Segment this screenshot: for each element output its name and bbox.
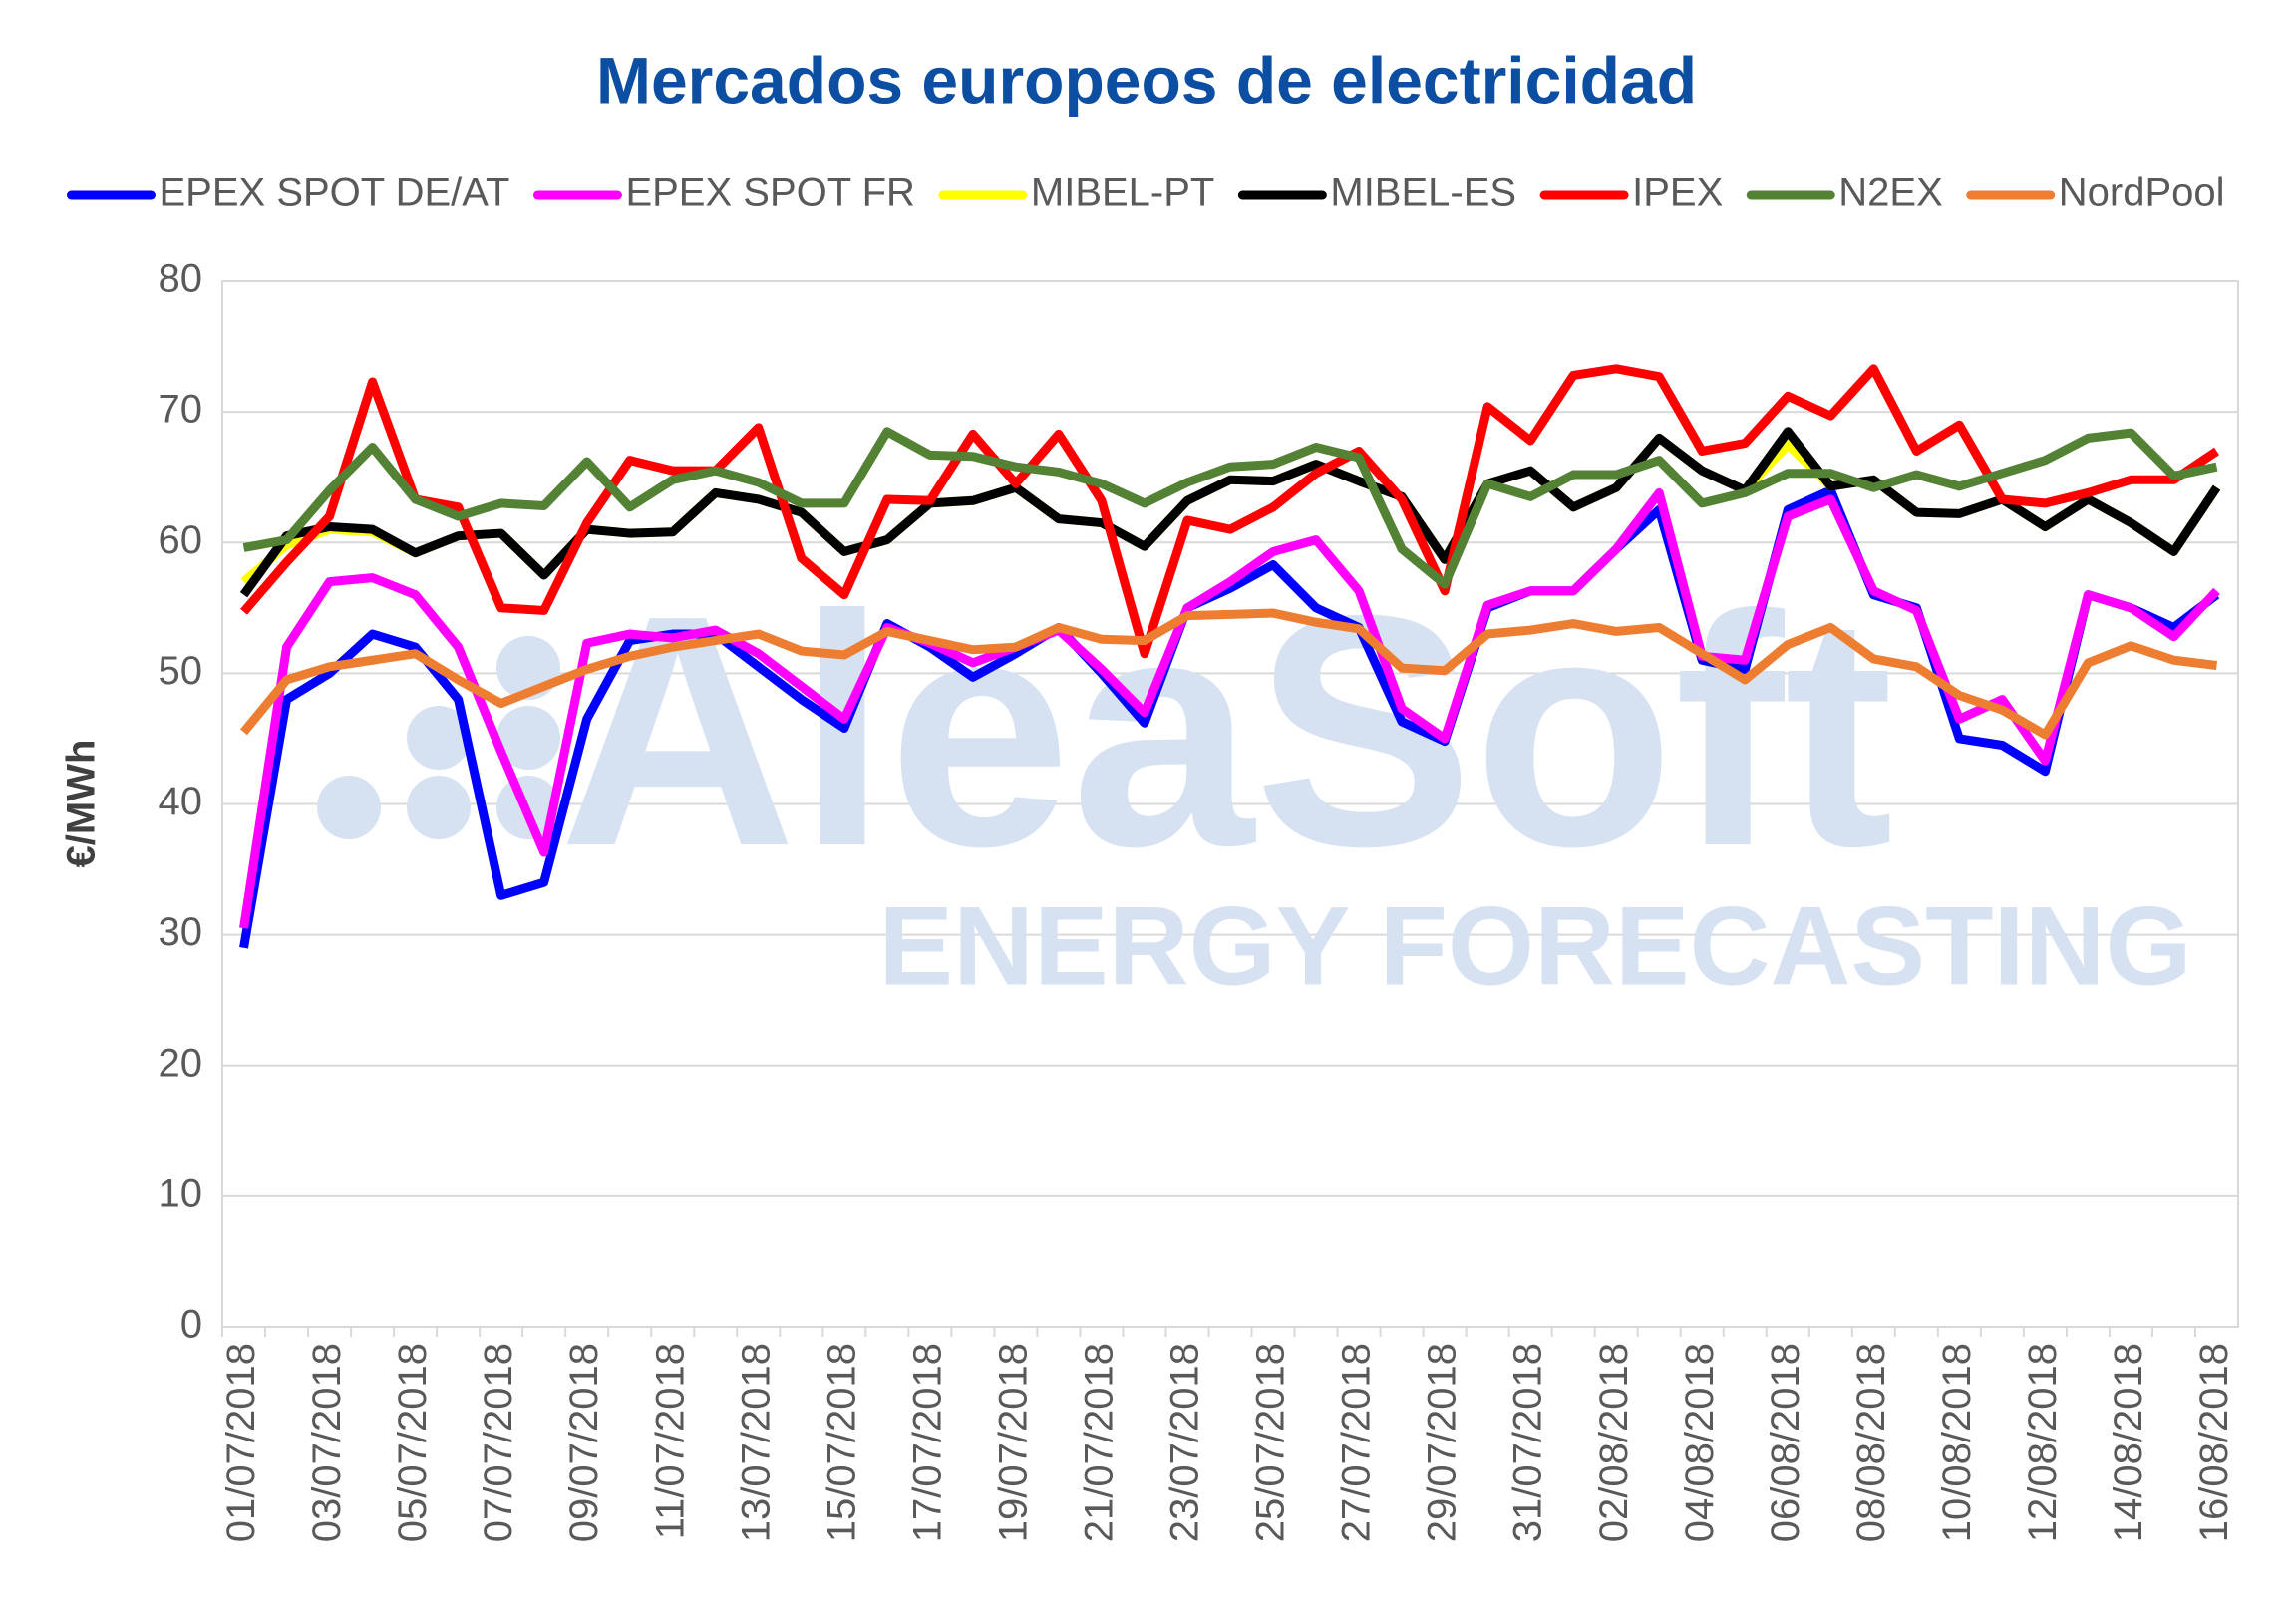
legend-label: N2EX [1838, 171, 1943, 215]
series-line [240, 364, 2219, 659]
x-tick-label: 01/07/2018 [219, 1343, 263, 1542]
series-line [242, 427, 2218, 589]
watermark-logo: AleaSoft [559, 546, 1894, 914]
x-tick-label: 29/07/2018 [1421, 1343, 1465, 1542]
x-tick-label: 04/08/2018 [1678, 1343, 1722, 1542]
legend-item: MIBEL-ES [1237, 171, 1516, 215]
watermark: AleaSoft ENERGY FORECASTING [317, 546, 2192, 1009]
watermark-dot [317, 776, 381, 839]
series-line [239, 487, 2220, 929]
y-tick-label: 20 [159, 1041, 203, 1085]
legend-label: MIBEL-PT [1031, 171, 1214, 215]
x-tick-label: 13/07/2018 [734, 1343, 778, 1542]
legend-label: EPEX SPOT FR [625, 171, 914, 215]
y-tick-label: 50 [159, 649, 203, 693]
x-tick-label: 14/08/2018 [2107, 1343, 2150, 1542]
legend-item: N2EX [1746, 171, 1943, 215]
legend-label: MIBEL-ES [1330, 171, 1516, 215]
watermark-dot [407, 706, 471, 770]
x-tick-label: 02/08/2018 [1592, 1343, 1636, 1542]
x-tick-label: 21/07/2018 [1077, 1343, 1121, 1542]
x-tick-label: 25/07/2018 [1249, 1343, 1293, 1542]
x-tick-label: 23/07/2018 [1163, 1343, 1207, 1542]
legend-item: MIBEL-PT [938, 171, 1214, 215]
y-tick-label: 70 [159, 388, 203, 432]
y-axis-title: €/MWh [60, 740, 104, 868]
x-tick-label: 19/07/2018 [991, 1343, 1035, 1542]
x-tick-label: 03/07/2018 [305, 1343, 349, 1542]
legend-label: NordPool [2059, 171, 2225, 215]
y-tick-label: 30 [159, 910, 203, 954]
legend-item: NordPool [1966, 171, 2225, 215]
x-tick-label: 08/08/2018 [1849, 1343, 1893, 1542]
y-tick-label: 10 [159, 1171, 203, 1215]
x-tick-label: 15/07/2018 [820, 1343, 863, 1542]
x-tick-label: 16/08/2018 [2192, 1343, 2236, 1542]
x-tick-label: 05/07/2018 [391, 1343, 435, 1542]
x-tick-label: 17/07/2018 [905, 1343, 949, 1542]
x-tick-label: 06/08/2018 [1764, 1343, 1807, 1542]
x-tick-label: 11/07/2018 [648, 1343, 692, 1539]
legend-item: EPEX SPOT DE/AT [66, 171, 509, 215]
watermark-dot [407, 776, 471, 839]
legend-item: IPEX [1539, 171, 1723, 215]
legend-label: EPEX SPOT DE/AT [159, 171, 509, 215]
y-tick-label: 80 [159, 257, 203, 301]
legend: EPEX SPOT DE/AT EPEX SPOT FR MIBEL-PT MIBEL… [66, 171, 2225, 215]
y-tick-label: 60 [159, 518, 203, 562]
chart-title: Mercados europeos de electricidad [596, 43, 1697, 117]
y-tick-label: 40 [159, 780, 203, 823]
legend-item: EPEX SPOT FR [532, 171, 915, 215]
x-tick-label: 07/07/2018 [477, 1343, 520, 1542]
watermark-dot [496, 706, 560, 770]
x-tick-label: 12/08/2018 [2021, 1343, 2065, 1542]
series-line [240, 608, 2218, 740]
x-tick-label: 09/07/2018 [562, 1343, 606, 1542]
y-tick-label: 0 [180, 1303, 202, 1347]
x-tick-label: 27/07/2018 [1335, 1343, 1379, 1542]
plot-frame [221, 280, 2239, 1328]
legend-label: IPEX [1632, 171, 1723, 215]
x-tick-label: 31/07/2018 [1506, 1343, 1550, 1542]
x-tick-label: 10/08/2018 [1935, 1343, 1979, 1542]
watermark-tagline: ENERGY FORECASTING [878, 884, 2191, 1009]
